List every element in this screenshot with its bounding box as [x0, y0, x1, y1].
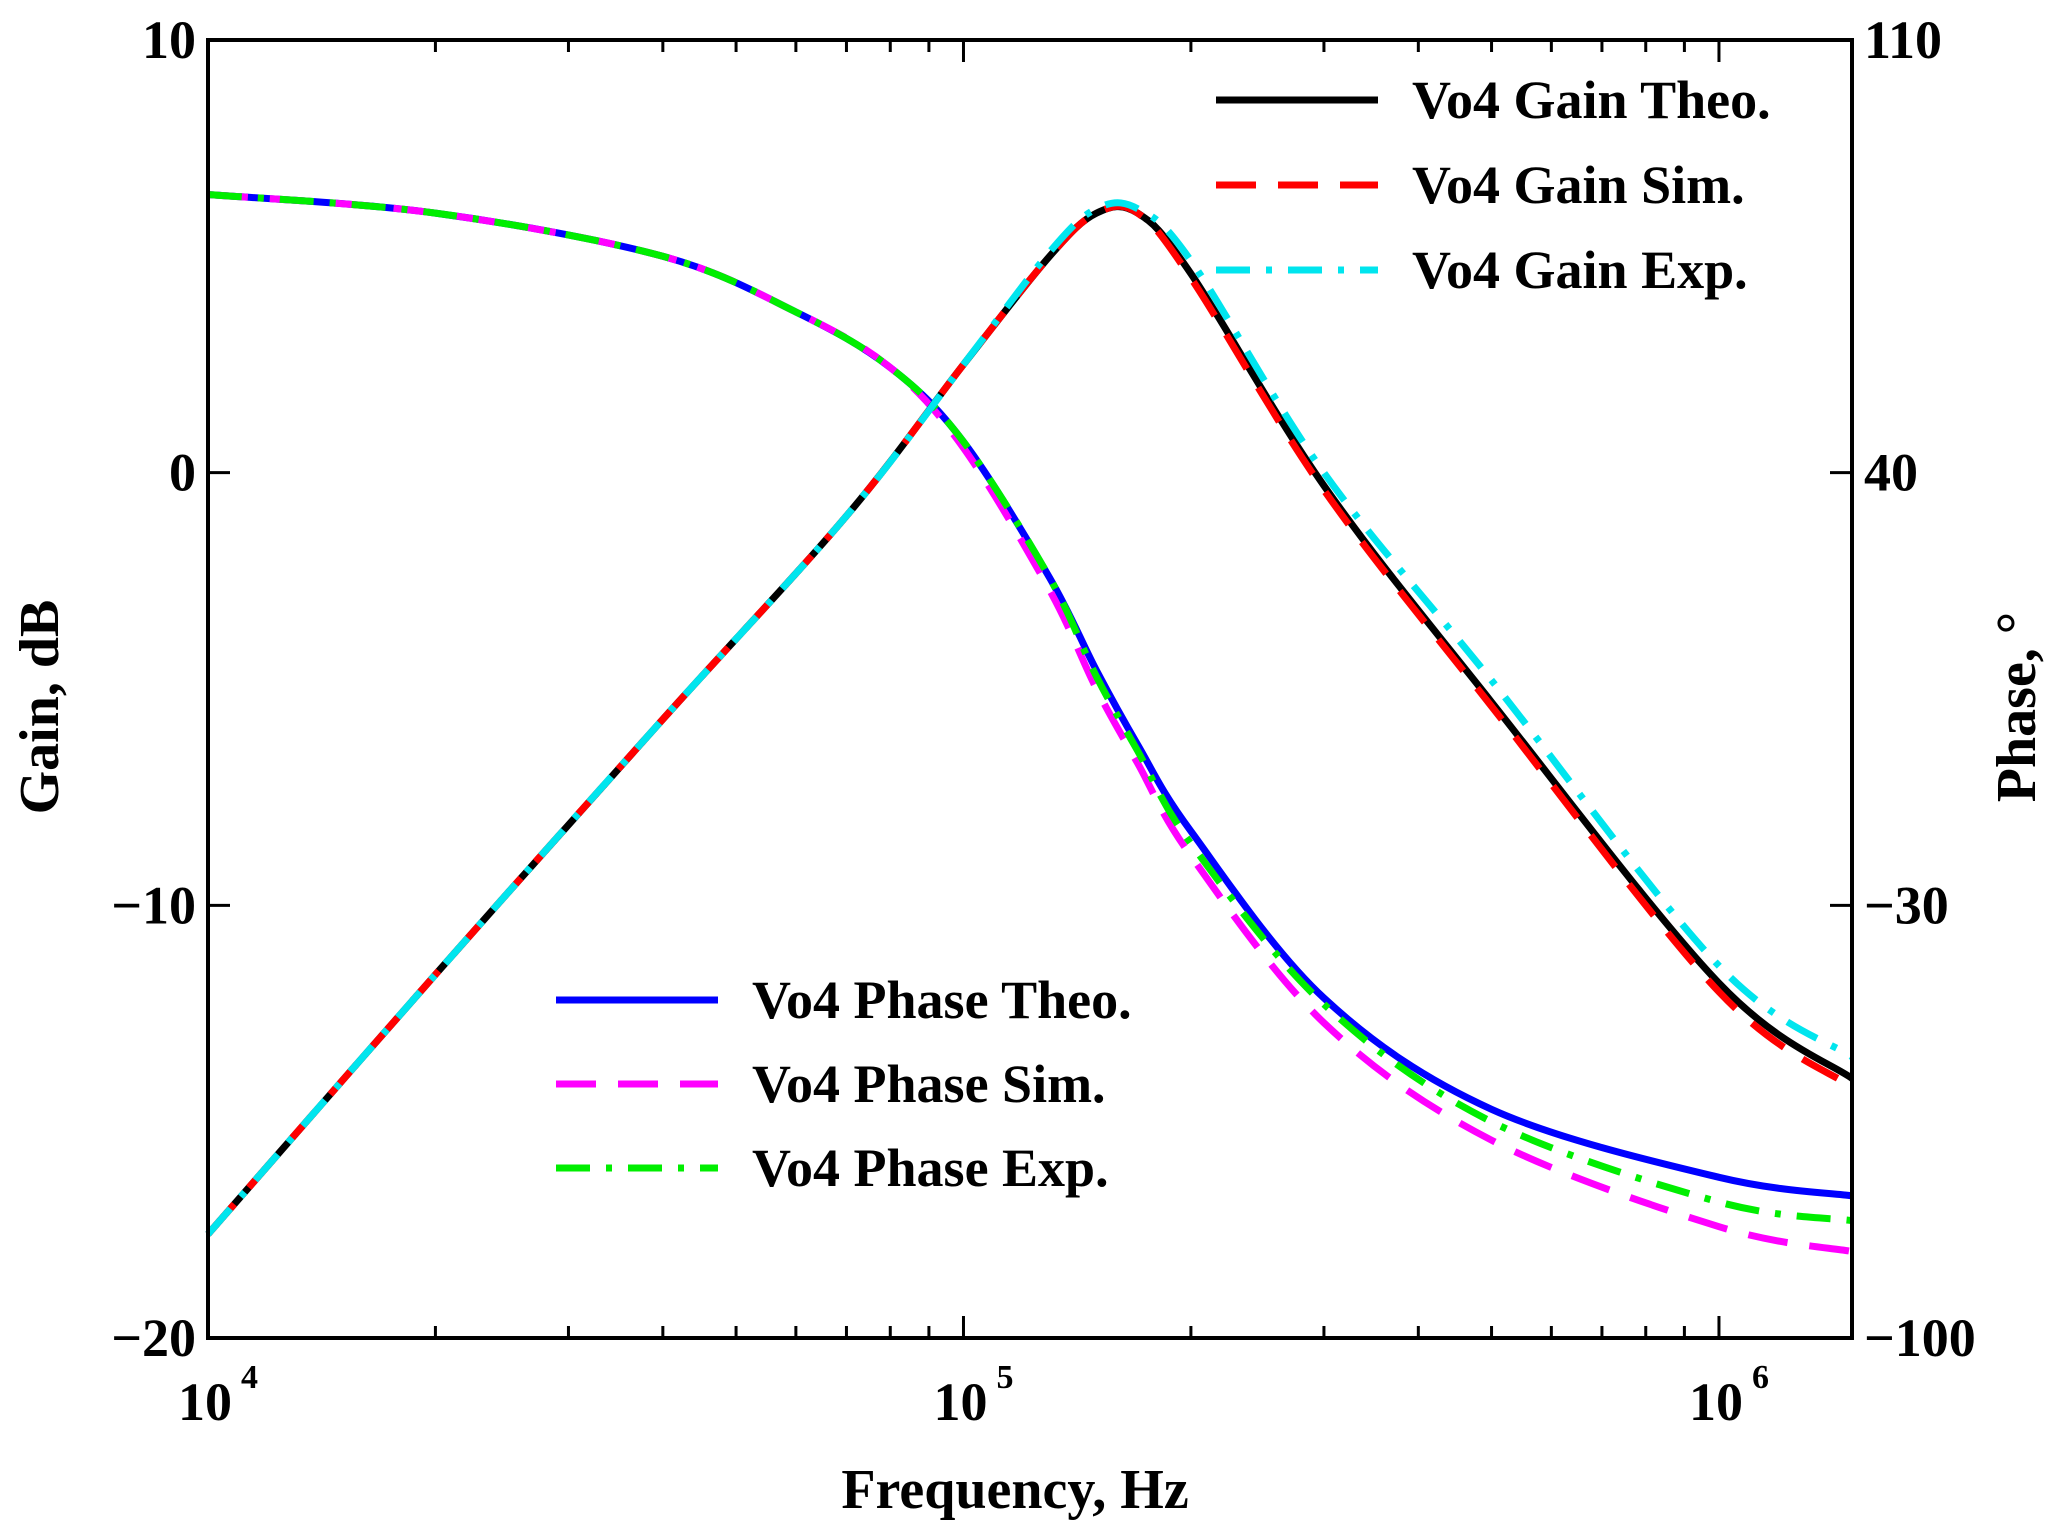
legend-label: Vo4 Gain Exp. — [1412, 240, 1748, 300]
y-right-tick-label: −100 — [1864, 1308, 1976, 1368]
legend-gain: Vo4 Gain Theo. Vo4 Gain Sim. Vo4 Gain Exp. — [1216, 70, 1771, 300]
legend-label: Vo4 Gain Theo. — [1412, 70, 1771, 130]
legend-label: Vo4 Phase Theo. — [752, 970, 1132, 1030]
y-left-tick-label: 10 — [142, 10, 196, 70]
legend-label: Vo4 Gain Sim. — [1412, 155, 1745, 215]
series-layer — [205, 191, 1855, 1255]
y-right-tick-label: 40 — [1864, 443, 1918, 503]
series-line-vo4-gain-exp — [205, 199, 1854, 1237]
y-left-tick-label: −10 — [111, 875, 196, 935]
x-tick-label-base: 10 — [933, 1372, 987, 1432]
y-left-tick-label: −20 — [111, 1308, 196, 1368]
series-line-vo4-phase-theo — [207, 191, 1853, 1200]
x-tick-label-base: 10 — [1689, 1372, 1743, 1432]
y-right-tick-label: 110 — [1864, 10, 1942, 70]
y-axis-left-title: Gain, dB — [9, 600, 71, 815]
x-axis-title: Frequency, Hz — [841, 1459, 1188, 1521]
series-line-vo4-phase-exp — [207, 191, 1853, 1225]
x-tick-label-exponent: 6 — [1752, 1359, 1769, 1396]
legend-phase: Vo4 Phase Theo. Vo4 Phase Sim. Vo4 Phase E… — [556, 970, 1132, 1198]
series-line-vo4-gain-sim — [205, 202, 1855, 1237]
y-left-tick-label: 0 — [169, 443, 196, 503]
legend-label: Vo4 Phase Exp. — [752, 1138, 1109, 1198]
y-right-tick-label: −30 — [1864, 875, 1949, 935]
series-line-vo4-phase-sim — [207, 191, 1853, 1255]
x-tick-label-base: 10 — [178, 1372, 232, 1432]
plot-frame — [206, 38, 1854, 1340]
x-tick-label-exponent: 4 — [241, 1359, 258, 1396]
y-axis-right-title: Phase, ° — [1986, 612, 2048, 802]
x-tick-label-exponent: 5 — [996, 1359, 1013, 1396]
legend-label: Vo4 Phase Sim. — [752, 1054, 1106, 1114]
